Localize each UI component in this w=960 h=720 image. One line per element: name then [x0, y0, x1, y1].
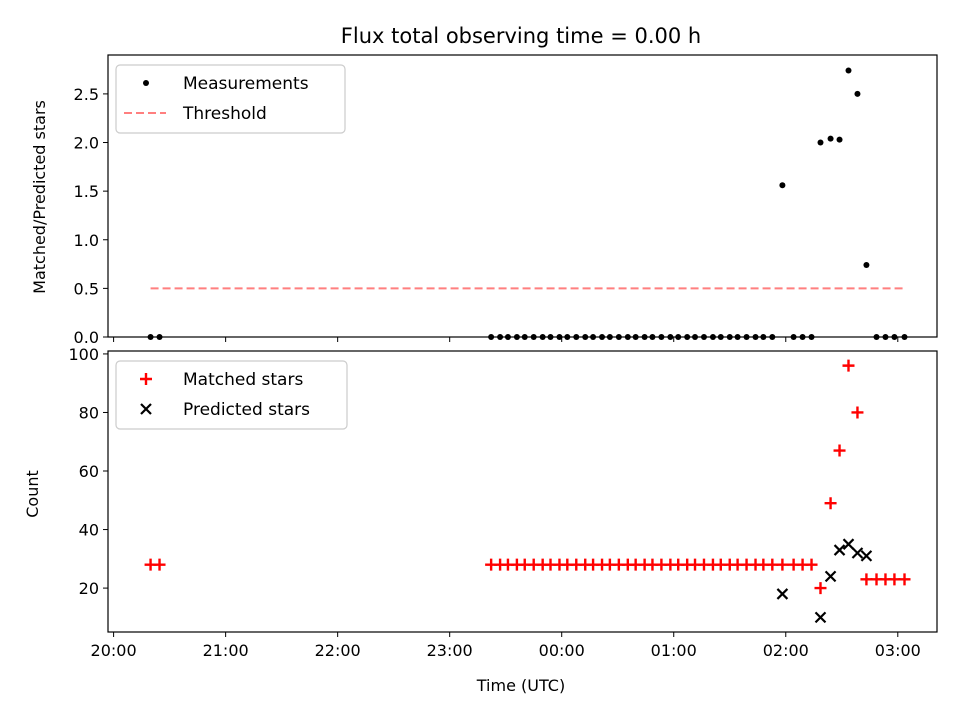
matched-point	[860, 573, 873, 586]
ylabel-count: Count	[23, 470, 42, 518]
predicted-point	[851, 547, 864, 559]
matched-point	[814, 582, 827, 595]
measurement-point	[854, 90, 861, 97]
measurement-point	[779, 182, 786, 189]
matched-point	[776, 558, 789, 571]
measurement-point	[863, 262, 870, 269]
count-axes: 20 40 60 80 100 20:00 21:00 22:00 23:00 00:00 01:0…	[68, 345, 938, 660]
legend-marker-measurements	[143, 80, 149, 86]
matched-point	[851, 406, 864, 419]
legend-label: Measurements	[183, 74, 309, 94]
x-tick-label: 20:00	[91, 641, 137, 660]
measurement-point	[836, 136, 843, 143]
y-tick-label: 20	[79, 579, 99, 598]
predicted-point	[833, 544, 846, 556]
matched-point	[153, 558, 166, 571]
legend-count: Matched stars Predicted stars	[115, 360, 348, 430]
predicted-point	[824, 570, 837, 583]
x-tick-label: 23:00	[427, 641, 473, 660]
predicted-point	[860, 550, 873, 562]
x-tick-label: 01:00	[651, 641, 697, 660]
matched-point	[824, 497, 837, 510]
legend-label: Predicted stars	[183, 400, 310, 420]
x-tick-label: 21:00	[203, 641, 249, 660]
legend-ratio: Measurements Threshold	[115, 64, 346, 134]
y-tick-label: 2.5	[74, 85, 99, 104]
y-tick-label: 2.0	[74, 134, 99, 153]
y-tick-label: 100	[68, 345, 99, 364]
ratio-axes: 0.0 0.5 1.0 1.5 2.0 2.5	[74, 54, 938, 347]
x-tick-label: 03:00	[875, 641, 921, 660]
measurement-point	[827, 135, 834, 142]
matched-point	[842, 359, 855, 372]
y-tick-label: 40	[79, 521, 99, 540]
predicted-point	[842, 538, 855, 550]
legend-marker-predicted	[140, 403, 152, 415]
xlabel-time: Time (UTC)	[476, 676, 565, 695]
measurement-point	[845, 67, 852, 74]
y-tick-label: 0.0	[74, 328, 99, 347]
y-tick-label: 60	[79, 462, 99, 481]
axes-frame	[107, 350, 938, 633]
predicted-point	[776, 588, 789, 600]
legend-box	[115, 360, 348, 430]
x-tick-label: 00:00	[539, 641, 585, 660]
x-tick-label: 02:00	[763, 641, 809, 660]
matched-point	[898, 573, 911, 586]
legend-label: Threshold	[182, 104, 267, 124]
legend-marker-matched	[140, 373, 152, 385]
figure-title: Flux total observing time = 0.00 h	[341, 24, 701, 48]
y-tick-label: 1.0	[74, 231, 99, 250]
axes-frame	[107, 54, 938, 338]
ylabel-ratio: Matched/Predicted stars	[30, 100, 49, 294]
y-tick-label: 80	[79, 403, 99, 422]
matched-point	[766, 558, 779, 571]
matched-point	[888, 573, 901, 586]
legend-box	[115, 64, 346, 134]
x-tick-label: 22:00	[315, 641, 361, 660]
legend-label: Matched stars	[183, 370, 303, 390]
matched-point	[833, 444, 846, 457]
measurement-point	[817, 139, 824, 146]
predicted-point	[814, 611, 827, 624]
y-tick-label: 1.5	[74, 182, 99, 201]
y-tick-label: 0.5	[74, 279, 99, 298]
matched-point	[805, 558, 818, 571]
